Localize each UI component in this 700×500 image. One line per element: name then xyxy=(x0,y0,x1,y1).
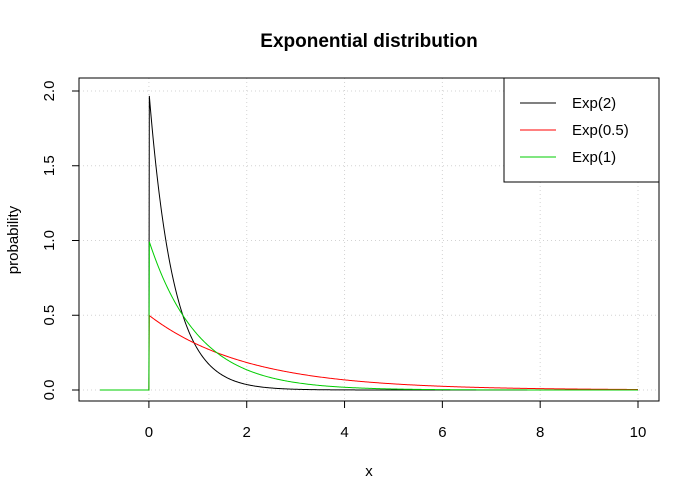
legend-label: Exp(0.5) xyxy=(572,122,629,139)
x-axis: 0 2 4 6 8 10 xyxy=(145,400,647,441)
y-tick-label: 0.5 xyxy=(41,305,58,326)
y-tick-label: 1.0 xyxy=(41,230,58,251)
x-tick-label: 10 xyxy=(630,424,647,441)
grid xyxy=(79,78,659,401)
legend: Exp(2) Exp(0.5) Exp(1) xyxy=(503,77,660,183)
series-line-2 xyxy=(100,241,638,391)
y-tick-label: 1.5 xyxy=(41,155,58,176)
x-tick-label: 8 xyxy=(536,424,544,441)
x-tick-label: 6 xyxy=(438,424,446,441)
x-axis-label: x xyxy=(365,463,373,480)
legend-label: Exp(2) xyxy=(572,95,616,112)
series-line-1 xyxy=(100,314,639,391)
curves xyxy=(100,95,639,391)
y-axis-label: probability xyxy=(5,205,22,274)
y-axis: 0.0 0.5 1.0 1.5 2.0 xyxy=(41,81,80,401)
x-tick-label: 0 xyxy=(145,424,153,441)
x-tick-label: 4 xyxy=(340,424,348,441)
chart-title: Exponential distribution xyxy=(260,31,477,52)
legend-label: Exp(1) xyxy=(572,149,616,166)
x-tick-label: 2 xyxy=(243,424,251,441)
y-tick-label: 2.0 xyxy=(41,81,58,102)
y-tick-label: 0.0 xyxy=(41,380,58,401)
